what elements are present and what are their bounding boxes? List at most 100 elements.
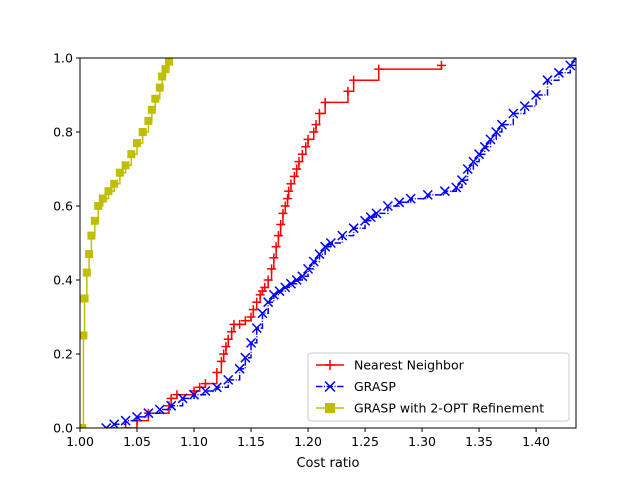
y-tick-label: 0.2 — [53, 347, 73, 362]
y-tick-label: 0.8 — [53, 125, 73, 140]
data-point — [211, 382, 222, 393]
data-point — [508, 108, 519, 119]
data-point — [115, 168, 124, 177]
data-point — [133, 139, 142, 148]
data-point — [285, 278, 296, 289]
data-point — [158, 72, 167, 81]
data-point — [348, 223, 359, 234]
data-point — [227, 327, 237, 337]
data-point — [87, 231, 96, 240]
data-point — [144, 116, 153, 125]
data-point — [496, 119, 507, 130]
data-point — [251, 323, 262, 334]
data-point — [221, 342, 231, 352]
legend-label: GRASP with 2-OPT Refinement — [354, 401, 544, 416]
y-axis: 0.0 0.2 0.4 0.6 0.8 1.0 — [53, 51, 80, 436]
data-point — [147, 105, 156, 114]
data-point — [235, 319, 245, 329]
data-point — [382, 200, 393, 212]
data-point — [553, 67, 564, 78]
data-point — [294, 157, 304, 167]
data-point — [311, 120, 321, 130]
data-point — [337, 230, 348, 241]
data-point — [212, 368, 222, 377]
data-point — [519, 101, 530, 112]
legend-label: Nearest Neighbor — [354, 358, 465, 373]
data-point — [303, 263, 314, 274]
data-point — [257, 308, 268, 319]
data-point — [297, 271, 308, 282]
data-point — [131, 411, 143, 422]
data-point — [94, 202, 103, 210]
data-point — [234, 363, 245, 374]
data-point — [154, 404, 165, 415]
data-point — [121, 161, 130, 170]
data-point — [260, 282, 270, 292]
data-point — [436, 60, 446, 70]
y-tick-label: 0.6 — [53, 199, 73, 214]
legend-entry: Nearest Neighbor — [316, 358, 465, 373]
data-point — [291, 274, 302, 286]
data-point — [349, 75, 359, 85]
data-point — [314, 249, 325, 260]
data-point — [246, 312, 256, 322]
legend-label: GRASP — [354, 379, 396, 394]
data-point — [278, 208, 288, 218]
y-tick-label: 0.0 — [53, 421, 73, 436]
x-tick-label: 1.20 — [294, 434, 322, 449]
data-point — [274, 286, 285, 297]
data-point — [164, 58, 173, 66]
data-point — [320, 97, 330, 107]
data-point — [166, 393, 176, 403]
plot-frame — [79, 57, 577, 429]
data-point — [374, 64, 384, 74]
x-tick-label: 1.00 — [66, 434, 94, 449]
data-point — [90, 216, 99, 225]
legend: Nearest Neighbor GRASP GRASP with 2-OPT Re… — [307, 352, 570, 422]
series-1 — [101, 58, 576, 428]
data-point — [276, 220, 286, 229]
data-point — [286, 179, 296, 189]
data-point — [531, 89, 542, 101]
legend-box — [307, 352, 570, 422]
x-tick-label: 1.40 — [522, 434, 550, 449]
data-point — [252, 297, 262, 307]
data-point — [269, 253, 279, 263]
data-point — [542, 75, 553, 86]
data-point — [85, 250, 94, 259]
data-point — [360, 215, 371, 226]
data-point — [325, 403, 335, 413]
data-point — [365, 212, 376, 223]
data-point — [109, 419, 120, 428]
x-tick-label: 1.10 — [180, 434, 208, 449]
data-point — [200, 385, 211, 397]
data-point — [273, 231, 283, 241]
data-point — [98, 194, 107, 203]
data-point — [155, 83, 164, 92]
data-point — [177, 393, 188, 404]
data-point — [127, 150, 136, 159]
series-2 — [80, 58, 173, 428]
data-point — [267, 264, 277, 274]
data-point — [303, 134, 313, 144]
data-point — [309, 127, 319, 137]
data-point — [462, 163, 473, 175]
data-point — [301, 142, 311, 152]
data-point — [405, 193, 416, 204]
data-point — [314, 109, 324, 118]
x-axis-label: Cost ratio — [296, 456, 359, 471]
data-point — [200, 379, 210, 389]
data-point — [394, 197, 405, 208]
data-point — [219, 349, 229, 359]
data-point — [161, 65, 170, 74]
data-point — [223, 374, 234, 385]
data-point — [371, 208, 382, 219]
data-point — [292, 164, 302, 174]
data-point — [223, 334, 233, 344]
legend-entry: GRASP with 2-OPT Refinement — [316, 401, 544, 416]
x-tick-label: 1.35 — [465, 434, 493, 449]
data-point — [246, 337, 257, 348]
data-point — [280, 282, 291, 293]
